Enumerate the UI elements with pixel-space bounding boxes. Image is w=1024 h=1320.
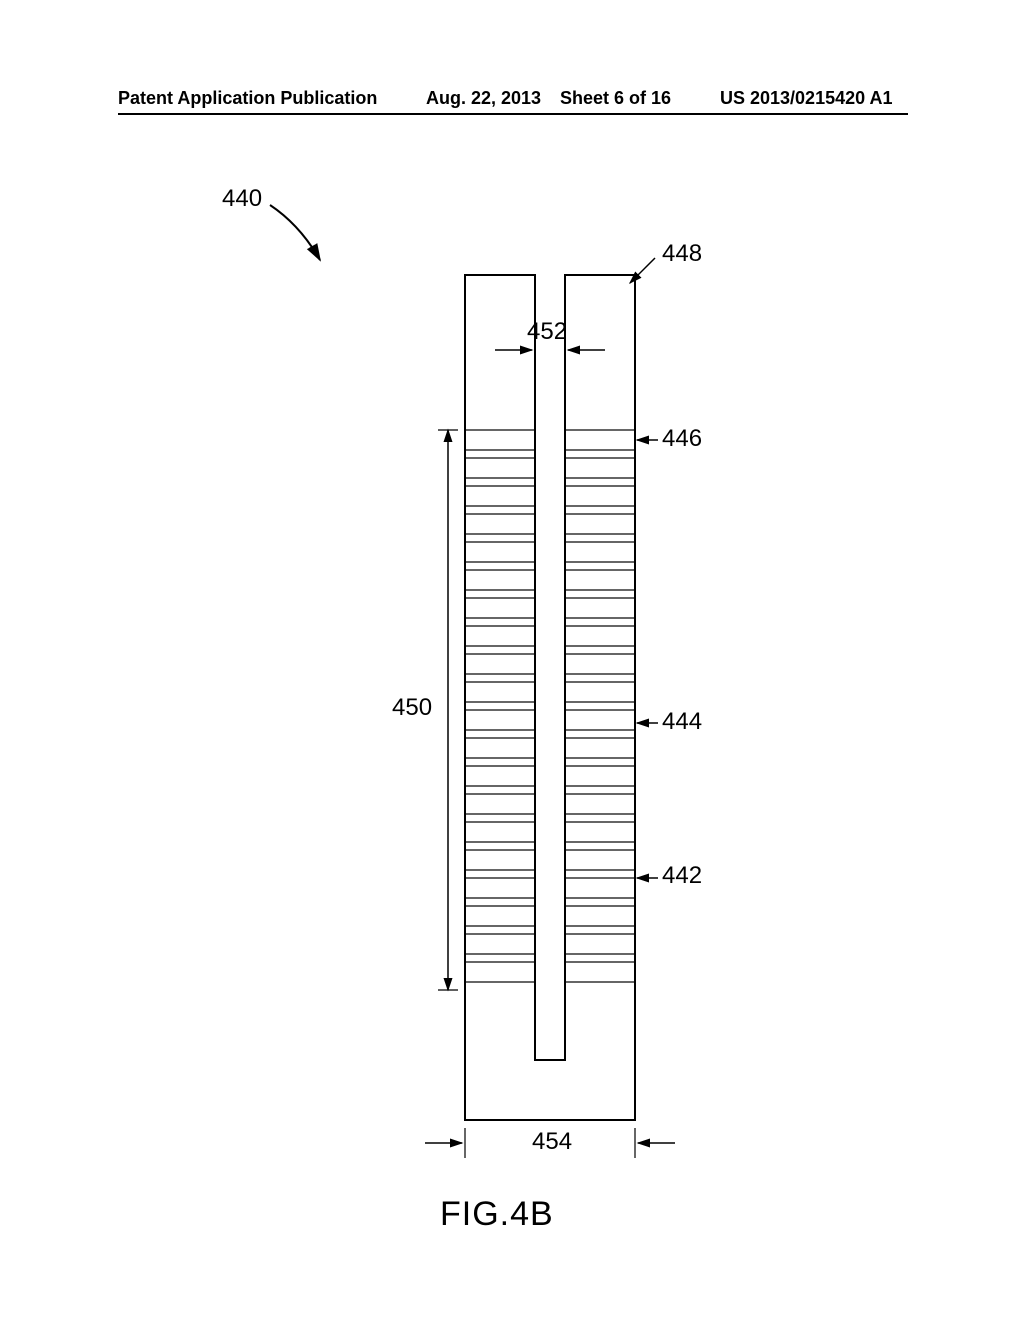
grating-right-row <box>565 822 635 842</box>
ref-448: 448 <box>662 240 702 268</box>
slot-rect <box>535 275 565 1060</box>
grating-left-row <box>465 962 535 982</box>
patent-figure-svg <box>200 180 800 1180</box>
grating-right-row <box>565 514 635 534</box>
grating-left-row <box>465 486 535 506</box>
grating-right-row <box>565 570 635 590</box>
grating-right-row <box>565 710 635 730</box>
figure-label: FIG.4B <box>440 1195 554 1234</box>
grating-left-row <box>465 598 535 618</box>
header-rule <box>118 113 908 115</box>
grating-right-row <box>565 794 635 814</box>
ref-444: 444 <box>662 708 702 736</box>
grating-left-row <box>465 626 535 646</box>
grating-right-row <box>565 850 635 870</box>
grating-right-row <box>565 542 635 562</box>
grating-right-row <box>565 906 635 926</box>
header-pubno: US 2013/0215420 A1 <box>720 88 892 109</box>
grating-right-row <box>565 654 635 674</box>
grating-left-row <box>465 570 535 590</box>
grating-left-row <box>465 682 535 702</box>
grating-right-row <box>565 626 635 646</box>
grating-right-row <box>565 598 635 618</box>
ref-450: 450 <box>392 694 432 722</box>
grating-right-row <box>565 486 635 506</box>
grating-right-row <box>565 766 635 786</box>
grating-left-row <box>465 738 535 758</box>
grating-left-row <box>465 906 535 926</box>
grating-left-row <box>465 878 535 898</box>
grating-right-row <box>565 430 635 450</box>
ref-452: 452 <box>527 318 567 346</box>
ref-440: 440 <box>222 185 262 213</box>
grating-right-row <box>565 682 635 702</box>
grating-left-row <box>465 794 535 814</box>
header-publication: Patent Application Publication <box>118 88 377 109</box>
ref-446: 446 <box>662 425 702 453</box>
grating-left-row <box>465 934 535 954</box>
header-sheet: Sheet 6 of 16 <box>560 88 671 109</box>
grating-left-row <box>465 850 535 870</box>
grating-left-row <box>465 766 535 786</box>
grating-left-row <box>465 542 535 562</box>
grating-left-row <box>465 514 535 534</box>
ref-442: 442 <box>662 862 702 890</box>
grating-right-row <box>565 878 635 898</box>
grating-right-row <box>565 934 635 954</box>
grating-right-row <box>565 458 635 478</box>
ref-454: 454 <box>532 1128 572 1156</box>
header-date: Aug. 22, 2013 <box>426 88 541 109</box>
grating-right-row <box>565 738 635 758</box>
grating-left-row <box>465 710 535 730</box>
grating-left-row <box>465 458 535 478</box>
grating-left-row <box>465 822 535 842</box>
grating-right-row <box>565 962 635 982</box>
grating-left-row <box>465 430 535 450</box>
grating-left-row <box>465 654 535 674</box>
